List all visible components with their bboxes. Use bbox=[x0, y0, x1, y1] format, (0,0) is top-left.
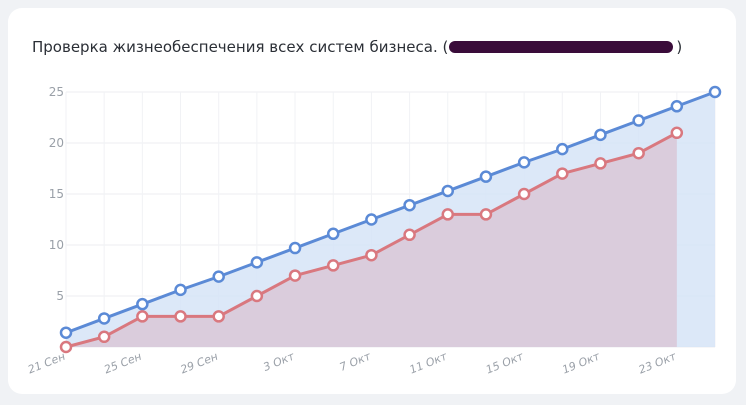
chart-title-text: Проверка жизнеобеспечения всех систем би… bbox=[32, 38, 449, 56]
series-1-point[interactable] bbox=[479, 170, 493, 183]
series-2-point[interactable] bbox=[212, 310, 225, 323]
series-1-point[interactable] bbox=[403, 198, 416, 212]
x-tick-label: 15 Окт bbox=[484, 350, 526, 377]
x-tick-label: 7 Окт bbox=[338, 350, 373, 374]
series-1-point[interactable] bbox=[250, 256, 264, 269]
series-1-point[interactable] bbox=[326, 227, 340, 241]
series-1-point[interactable] bbox=[441, 184, 455, 198]
area-fills bbox=[66, 92, 715, 347]
redacted-text-block bbox=[449, 41, 674, 53]
series-2-point[interactable] bbox=[670, 126, 684, 140]
y-tick-label: 10 bbox=[49, 238, 64, 252]
chart-title: Проверка жизнеобеспечения всех систем би… bbox=[32, 36, 682, 58]
series-1-point[interactable] bbox=[212, 270, 225, 283]
series-2-point[interactable] bbox=[59, 340, 73, 354]
x-tick-label: 21 Сен bbox=[26, 350, 67, 377]
series-1-point[interactable] bbox=[517, 156, 531, 169]
series-2-point[interactable] bbox=[517, 187, 531, 201]
series-1-line bbox=[64, 90, 717, 335]
y-tick-label: 5 bbox=[56, 289, 64, 303]
series-1-point[interactable] bbox=[632, 114, 645, 127]
series-1-point[interactable] bbox=[174, 283, 187, 297]
series-2-point[interactable] bbox=[403, 228, 416, 242]
x-tick-label: 19 Окт bbox=[560, 350, 602, 377]
series-2-point[interactable] bbox=[174, 310, 187, 323]
series-1-point[interactable] bbox=[594, 128, 607, 142]
series-1-point[interactable] bbox=[288, 241, 302, 255]
series-points bbox=[59, 85, 722, 354]
x-tick-label: 25 Сен bbox=[102, 350, 143, 377]
y-tick-label: 20 bbox=[49, 136, 64, 150]
x-tick-label: 3 Окт bbox=[261, 350, 296, 374]
series-2-point[interactable] bbox=[365, 248, 378, 262]
series-2-point[interactable] bbox=[594, 157, 607, 170]
x-axis: 21 Сен 25 Сен 29 Сен 3 Окт 7 Окт 11 Окт 15 Окт… bbox=[26, 350, 679, 377]
series-1-point[interactable] bbox=[708, 85, 722, 99]
series-2-point[interactable] bbox=[556, 167, 569, 180]
chart-title-close-paren: ) bbox=[676, 38, 683, 56]
series-1-point[interactable] bbox=[556, 142, 569, 156]
x-tick-label: 11 Окт bbox=[408, 350, 450, 377]
series-2-point[interactable] bbox=[250, 289, 264, 303]
series-1-point[interactable] bbox=[97, 312, 111, 325]
y-tick-label: 15 bbox=[49, 187, 64, 201]
series-2-area bbox=[66, 132, 677, 347]
series-1-point[interactable] bbox=[136, 297, 149, 311]
series-1-point[interactable] bbox=[670, 100, 684, 113]
series-2-point[interactable] bbox=[441, 208, 455, 221]
series-2-point[interactable] bbox=[326, 259, 340, 272]
x-tick-label: 23 Окт bbox=[637, 350, 679, 377]
y-tick-label: 25 bbox=[49, 85, 64, 99]
series-2-point[interactable] bbox=[479, 208, 493, 221]
series-2-point[interactable] bbox=[97, 330, 111, 344]
series-2-point[interactable] bbox=[288, 269, 302, 282]
series-2-point[interactable] bbox=[136, 310, 149, 323]
series-2-point[interactable] bbox=[632, 146, 645, 160]
series-1-point[interactable] bbox=[365, 213, 378, 226]
x-tick-label: 29 Сен bbox=[179, 350, 220, 377]
series-1-point[interactable] bbox=[59, 326, 73, 339]
y-axis: 5 10 15 20 25 bbox=[49, 85, 64, 303]
